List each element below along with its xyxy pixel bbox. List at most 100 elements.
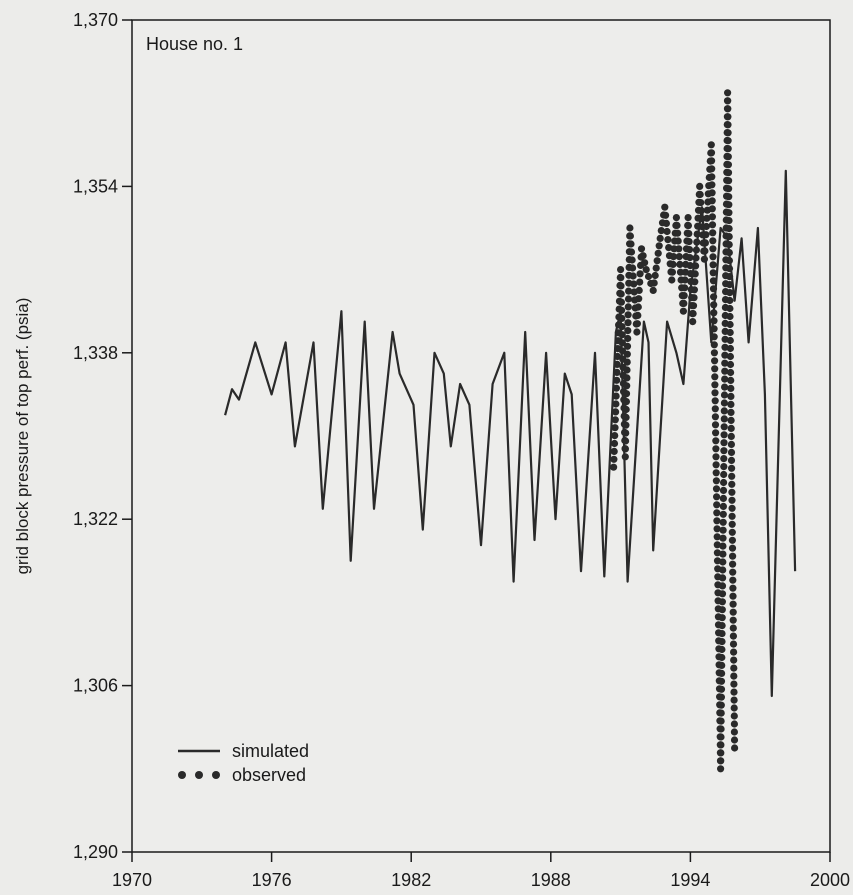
observed-point [712,429,720,437]
observed-point [725,233,733,241]
observed-point [726,360,735,369]
observed-point [702,231,710,239]
observed-point [720,423,728,431]
observed-point [725,241,733,249]
observed-point [728,544,737,552]
observed-point [624,303,632,311]
observed-point [721,359,729,367]
observed-point [622,405,630,414]
observed-point [725,257,734,265]
observed-point [650,279,658,287]
observed-point [709,229,717,237]
observed-point [711,381,719,389]
observed-point [636,278,644,286]
observed-point [617,290,625,298]
observed-point [709,245,717,253]
observed-point [719,510,727,518]
observed-point [708,173,716,181]
observed-point [718,622,726,630]
observed-point [726,328,734,337]
observed-point [697,207,705,215]
observed-point [649,286,657,294]
observed-point [720,439,728,447]
observed-point [719,502,728,510]
observed-point [708,157,716,165]
observed-point [718,653,726,662]
observed-point [730,672,738,680]
observed-point [726,273,734,281]
x-tick-label: 1994 [670,870,710,890]
observed-point [729,584,737,592]
observed-point [717,749,725,757]
observed-point [729,624,737,632]
observed-point [728,496,736,504]
observed-point [730,720,739,728]
observed-point [724,113,732,121]
observed-point [709,237,717,245]
observed-point [729,552,737,560]
observed-point [719,550,727,558]
observed-point [724,161,733,169]
legend: simulated observed [178,741,309,785]
observed-point [727,376,735,384]
observed-point [708,221,717,229]
observed-point [711,413,720,421]
observed-point [681,276,689,284]
observed-point [635,295,643,303]
observed-point [711,357,719,365]
observed-point [728,528,736,536]
observed-point [730,688,738,696]
observed-point [727,392,735,400]
legend-observed-swatch [178,771,220,779]
observed-point [618,331,626,339]
observed-point [718,645,726,654]
observed-point [726,312,734,321]
observed-point [680,299,688,307]
observed-point [622,421,630,429]
observed-point [726,344,735,353]
observed-point [729,616,737,624]
y-tick-label: 1,354 [73,176,118,196]
observed-point [685,238,693,246]
observed-point [718,638,726,646]
observed-point [639,252,647,260]
series-line-simulated [224,169,797,698]
observed-point [719,486,728,494]
observed-point [657,227,665,235]
observed-point [725,265,734,273]
observed-point [611,416,619,424]
observed-point [655,242,663,250]
observed-point [712,453,720,461]
observed-point [727,384,735,392]
observed-point [726,289,734,297]
observed-point [709,285,718,293]
observed-point [713,517,721,525]
x-tick-label: 1970 [112,870,152,890]
observed-point [701,247,709,255]
observed-point [729,592,737,600]
observed-point [724,129,732,137]
observed-point [623,342,632,350]
observed-point [662,211,670,219]
observed-point [713,533,721,541]
observed-point [724,97,732,105]
observed-point [718,630,726,638]
observed-point [719,534,727,542]
observed-point [641,259,649,267]
observed-point [709,253,717,261]
observed-point [634,311,642,319]
observed-point [708,197,716,205]
observed-point [622,429,630,437]
observed-point [710,317,718,325]
observed-point [725,249,733,257]
observed-point [724,169,733,177]
observed-point [728,536,737,544]
observed-point [622,398,631,406]
observed-point [726,320,734,329]
observed-point [629,264,637,272]
observed-point [717,757,725,765]
observed-point [711,365,719,373]
observed-point [728,504,736,512]
observed-point [669,260,677,268]
